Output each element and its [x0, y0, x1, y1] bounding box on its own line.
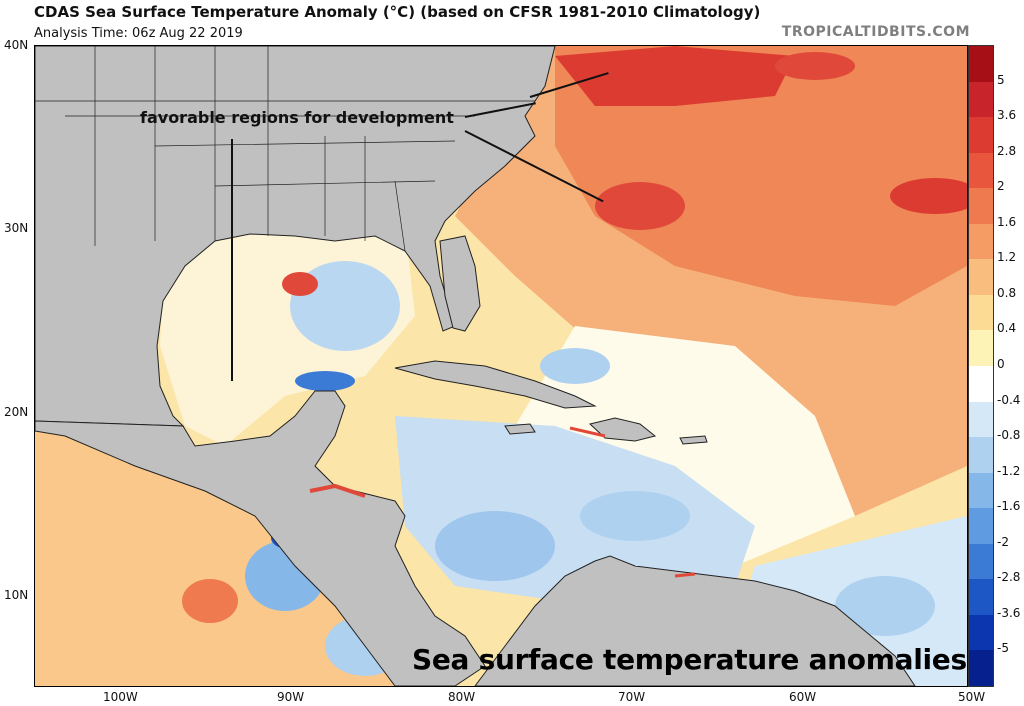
colorbar-label: 3.6 [997, 108, 1017, 123]
colorbar-label: -2 [997, 534, 1009, 549]
lon-label-50w: 50W [958, 690, 986, 704]
colorbar-label: -3.6 [997, 605, 1021, 620]
credit-watermark: TROPICALTIDBITS.COM [781, 24, 970, 40]
colorbar-segment [969, 46, 993, 82]
colorbar-segment [969, 472, 993, 509]
caption-sst-anomalies: Sea surface temperature anomalies [412, 643, 967, 676]
colorbar-segment [969, 81, 993, 118]
lat-label-10n: 10N [4, 588, 29, 602]
analysis-time: Analysis Time: 06z Aug 22 2019 [34, 26, 243, 41]
colorbar-segment [969, 366, 993, 402]
colorbar-label: 2 [997, 179, 1005, 194]
colorbar-segment [969, 294, 993, 331]
lat-label-30n: 30N [4, 221, 29, 235]
colorbar [968, 45, 994, 687]
map-canvas [35, 46, 967, 686]
colorbar-label: 0.4 [997, 321, 1017, 336]
colorbar-segment [969, 152, 993, 189]
lon-label-60w: 60W [789, 690, 817, 704]
colorbar-label: 1.6 [997, 214, 1017, 229]
colorbar-segment [969, 223, 993, 260]
annotation-favorable-regions: favorable regions for development [140, 108, 454, 127]
colorbar-label: 0.8 [997, 285, 1017, 300]
lon-label-90w: 90W [277, 690, 305, 704]
colorbar-label: -5 [997, 641, 1009, 656]
colorbar-segment [969, 650, 993, 687]
colorbar-segment [969, 330, 993, 367]
colorbar-segment [969, 508, 993, 545]
colorbar-label: 5 [997, 72, 1005, 87]
colorbar-segment [969, 579, 993, 616]
lat-label-20n: 20N [4, 405, 29, 419]
colorbar-label: -1.6 [997, 499, 1021, 514]
colorbar-segment [969, 437, 993, 474]
colorbar-segment [969, 259, 993, 296]
lon-label-70w: 70W [618, 690, 646, 704]
lon-label-80w: 80W [448, 690, 476, 704]
colorbar-segment [969, 188, 993, 225]
colorbar-label: -0.4 [997, 392, 1021, 407]
colorbar-label: 0 [997, 357, 1005, 371]
colorbar-label: -2.8 [997, 570, 1021, 585]
colorbar-label: -0.8 [997, 428, 1021, 443]
chart-title: CDAS Sea Surface Temperature Anomaly (°C… [34, 3, 761, 21]
pointer-line-gulf [231, 139, 233, 381]
colorbar-label: 2.8 [997, 143, 1017, 158]
colorbar-label: 1.2 [997, 250, 1017, 265]
colorbar-label: -1.2 [997, 463, 1021, 478]
lat-label-40n: 40N [4, 38, 29, 52]
colorbar-segment [969, 614, 993, 651]
sst-anomaly-map [34, 45, 968, 687]
colorbar-segment [969, 543, 993, 580]
lon-label-100w: 100W [103, 690, 138, 704]
colorbar-segment [969, 117, 993, 154]
colorbar-segment [969, 401, 993, 438]
